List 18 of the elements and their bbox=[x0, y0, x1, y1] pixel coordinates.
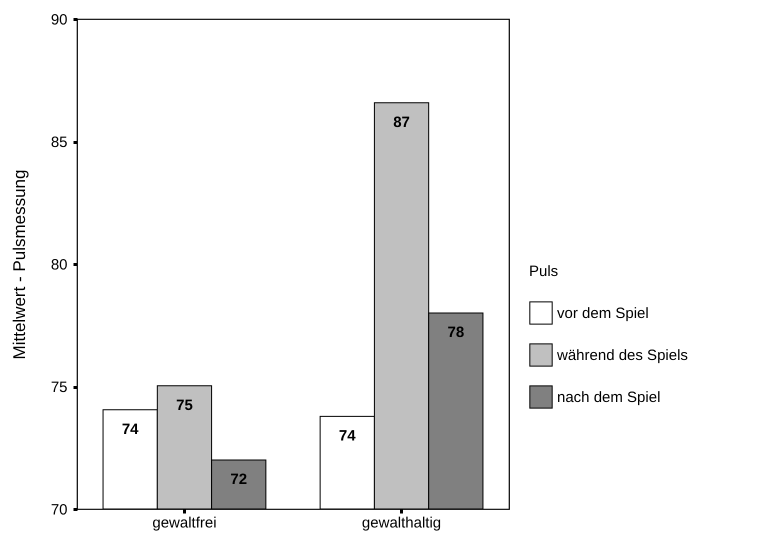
legend-label: nach dem Spiel bbox=[557, 389, 660, 406]
legend-label: während des Spiels bbox=[556, 347, 688, 364]
y-tick-label: 85 bbox=[50, 134, 68, 151]
y-tick-label: 70 bbox=[50, 502, 68, 518]
y-tick-label: 75 bbox=[50, 379, 68, 396]
data-label: 87 bbox=[393, 114, 410, 131]
data-label: 78 bbox=[447, 324, 464, 341]
legend-title: Puls bbox=[529, 263, 558, 280]
data-label: 75 bbox=[176, 396, 193, 414]
data-label: 72 bbox=[230, 471, 248, 488]
data-label: 74 bbox=[338, 427, 356, 444]
data-label: 74 bbox=[122, 420, 140, 438]
y-tick-label: 80 bbox=[50, 256, 68, 274]
y-tick-label: 90 bbox=[50, 12, 68, 28]
legend-label: vor dem Spiel bbox=[557, 305, 649, 322]
x-tick-label: gewalthaltig bbox=[362, 514, 442, 532]
x-tick-label: gewaltfrei bbox=[152, 514, 217, 532]
y-axis-title: Mittelwert - Pulsmessung bbox=[10, 170, 29, 360]
